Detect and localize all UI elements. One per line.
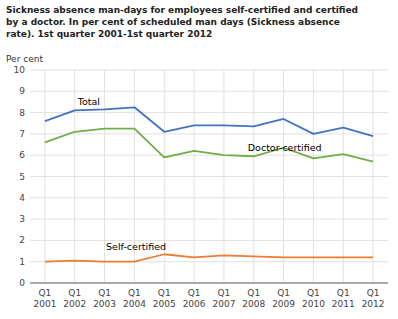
x-grid-line — [44, 70, 45, 283]
y-grid-line — [30, 91, 388, 92]
annotation: Total — [77, 96, 100, 107]
x-tick-label: Q12004 — [123, 288, 146, 309]
x-tick-label: Q12012 — [362, 288, 385, 309]
y-tick-label: 7 — [19, 129, 25, 139]
y-grid-line — [30, 197, 388, 198]
x-tick-label: Q12010 — [302, 288, 325, 309]
y-grid-line — [30, 283, 388, 284]
grid — [30, 70, 388, 283]
y-tick-label: 6 — [19, 150, 25, 160]
x-grid-line — [223, 70, 224, 283]
y-tick-label: 0 — [19, 278, 25, 288]
x-grid-line — [253, 70, 254, 283]
x-tick-label: Q12008 — [242, 288, 265, 309]
y-tick-label: 2 — [19, 235, 25, 245]
y-grid-line — [30, 70, 388, 71]
chart: Sickness absence man-days for employees … — [0, 0, 398, 319]
y-tick-label: 4 — [19, 193, 25, 203]
series-line — [45, 107, 373, 136]
x-axis-line — [30, 283, 388, 284]
x-tick-label: Q12007 — [212, 288, 235, 309]
y-tick-label: 5 — [19, 172, 25, 182]
x-grid-line — [373, 70, 374, 283]
y-grid-line — [30, 112, 388, 113]
y-tick-label: 1 — [19, 257, 25, 267]
annotation: Self-certified — [106, 241, 166, 252]
x-tick-label: Q12002 — [63, 288, 86, 309]
x-grid-line — [74, 70, 75, 283]
annotation: Doctor-certified — [248, 142, 322, 153]
plot-area — [45, 107, 373, 261]
y-tick-label: 8 — [19, 108, 25, 118]
y-tick-label: 3 — [19, 214, 25, 224]
y-grid-line — [30, 176, 388, 177]
x-tick-label: Q12005 — [153, 288, 176, 309]
x-tick-label: Q12006 — [183, 288, 206, 309]
y-grid-line — [30, 219, 388, 220]
y-grid-line — [30, 133, 388, 134]
x-grid-line — [194, 70, 195, 283]
x-grid-line — [104, 70, 105, 283]
y-grid-line — [30, 240, 388, 241]
x-tick-label: Q12001 — [33, 288, 56, 309]
x-tick-label: Q12003 — [93, 288, 116, 309]
x-grid-line — [343, 70, 344, 283]
x-grid-line — [313, 70, 314, 283]
y-tick-label: 10 — [14, 65, 26, 75]
title: Sickness absence man-days for employees … — [6, 5, 358, 39]
y-axis-label: Per cent — [6, 54, 43, 64]
x-tick-label: Q12009 — [272, 288, 295, 309]
y-tick-label: 9 — [19, 86, 25, 96]
x-grid-line — [283, 70, 284, 283]
x-tick-label: Q12011 — [332, 288, 355, 309]
series-line — [45, 129, 373, 162]
series-line — [45, 254, 373, 261]
